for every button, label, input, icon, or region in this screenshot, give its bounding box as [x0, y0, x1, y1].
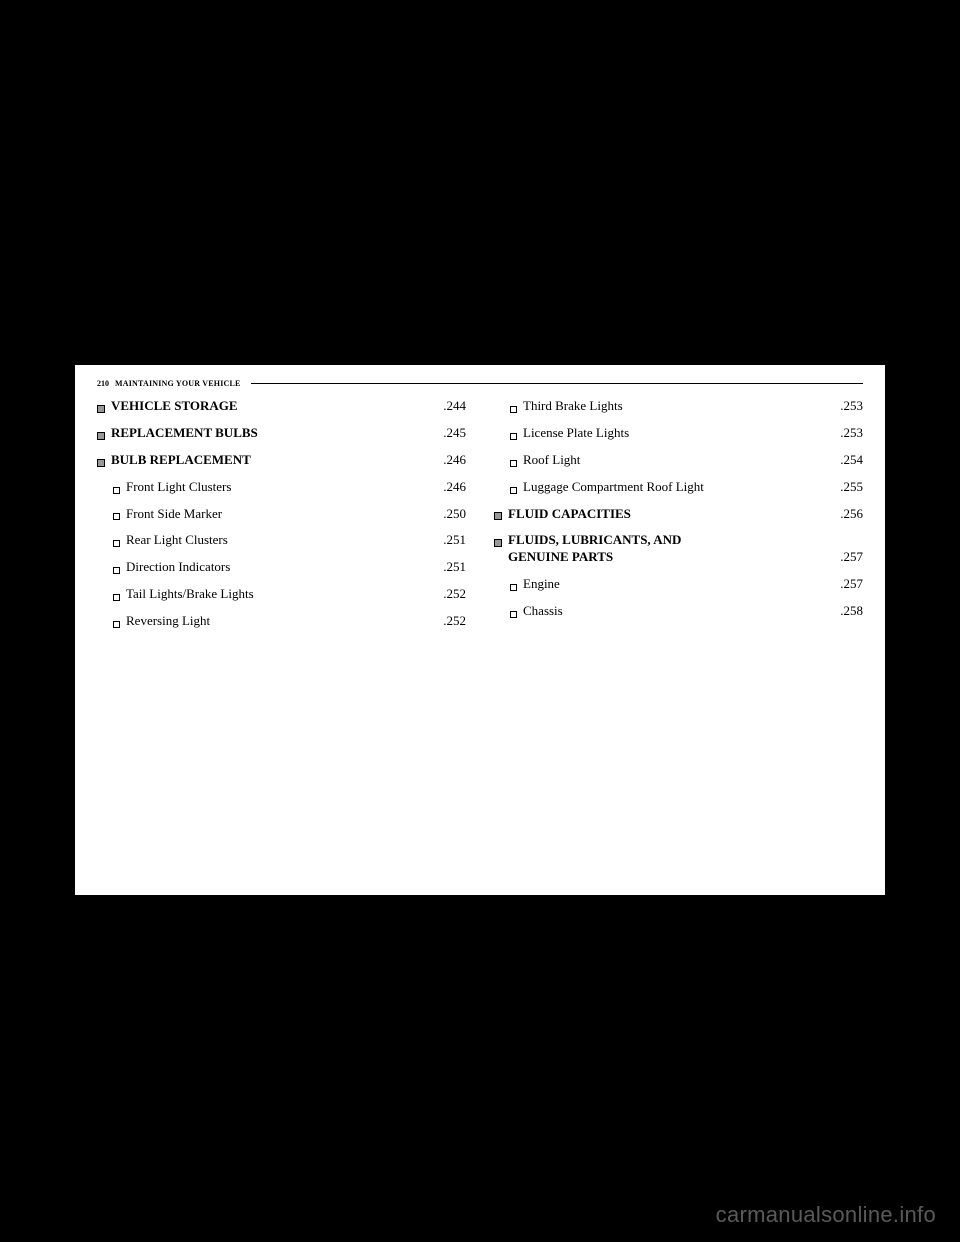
open-square-bullet-icon [510, 584, 517, 591]
toc-entry: Reversing Light .252 [97, 613, 466, 630]
toc-entry: Tail Lights/Brake Lights .252 [97, 586, 466, 603]
square-bullet-icon [97, 405, 105, 413]
toc-label: Tail Lights/Brake Lights [126, 586, 254, 603]
toc-label: Luggage Compartment Roof Light [523, 479, 704, 496]
toc-page: .258 [840, 603, 863, 620]
toc-label: Chassis [523, 603, 563, 620]
toc-label: Front Side Marker [126, 506, 222, 523]
toc-page: .251 [443, 532, 466, 549]
toc-label: FLUIDS, LUBRICANTS, AND [508, 532, 681, 549]
open-square-bullet-icon [113, 594, 120, 601]
toc-page: .253 [840, 425, 863, 442]
page-number: 210 [97, 379, 109, 388]
toc-right-column: Third Brake Lights.253License Plate Ligh… [494, 398, 863, 630]
toc-entry: Front Side Marker .250 [97, 506, 466, 523]
toc-label: Front Light Clusters [126, 479, 231, 496]
open-square-bullet-icon [113, 540, 120, 547]
toc-page: .254 [840, 452, 863, 469]
open-square-bullet-icon [510, 487, 517, 494]
open-square-bullet-icon [113, 621, 120, 628]
toc-page: .255 [840, 479, 863, 496]
toc-entry: Rear Light Clusters .251 [97, 532, 466, 549]
toc-page: .245 [443, 425, 466, 442]
toc-entry: Engine .257 [494, 576, 863, 593]
toc-label: VEHICLE STORAGE [111, 398, 238, 415]
manual-page: 210 MAINTAINING YOUR VEHICLE VEHICLE STO… [75, 365, 885, 895]
page-header: 210 MAINTAINING YOUR VEHICLE [97, 379, 863, 388]
open-square-bullet-icon [113, 567, 120, 574]
toc-page: .251 [443, 559, 466, 576]
toc-page: .244 [443, 398, 466, 415]
toc-page: .250 [443, 506, 466, 523]
section-title: MAINTAINING YOUR VEHICLE [115, 379, 241, 388]
toc-label: Engine [523, 576, 560, 593]
toc-page: .252 [443, 586, 466, 603]
open-square-bullet-icon [510, 406, 517, 413]
toc-label: Rear Light Clusters [126, 532, 228, 549]
square-bullet-icon [97, 432, 105, 440]
toc-entry: License Plate Lights .253 [494, 425, 863, 442]
toc-page: .246 [443, 452, 466, 469]
open-square-bullet-icon [510, 460, 517, 467]
toc-label: Reversing Light [126, 613, 210, 630]
toc-entry: VEHICLE STORAGE .244 [97, 398, 466, 415]
toc-label: REPLACEMENT BULBS [111, 425, 258, 442]
open-square-bullet-icon [113, 487, 120, 494]
toc-entry: Luggage Compartment Roof Light .255 [494, 479, 863, 496]
header-rule [251, 383, 863, 384]
toc-page: .257 [840, 549, 863, 566]
toc-entry: Direction Indicators .251 [97, 559, 466, 576]
toc-page: .257 [840, 576, 863, 593]
toc-label: GENUINE PARTS [508, 549, 613, 566]
toc-page: .256 [840, 506, 863, 523]
toc-page: .252 [443, 613, 466, 630]
square-bullet-icon [494, 539, 502, 547]
toc-entry: FLUID CAPACITIES .256 [494, 506, 863, 523]
toc-page: .246 [443, 479, 466, 496]
toc-label: Roof Light [523, 452, 580, 469]
toc-columns: VEHICLE STORAGE .244 REPLACEMENT BULBS .245… [97, 398, 863, 630]
square-bullet-icon [97, 459, 105, 467]
watermark: carmanualsonline.info [716, 1202, 936, 1228]
toc-entry: Chassis .258 [494, 603, 863, 620]
toc-entry: BULB REPLACEMENT .246 [97, 452, 466, 469]
toc-entry: Front Light Clusters .246 [97, 479, 466, 496]
toc-entry: FLUIDS, LUBRICANTS, ANDGENUINE PARTS .257 [494, 532, 863, 566]
toc-entry: Roof Light .254 [494, 452, 863, 469]
toc-page: .253 [840, 398, 863, 415]
toc-label: Direction Indicators [126, 559, 230, 576]
open-square-bullet-icon [510, 611, 517, 618]
toc-label: BULB REPLACEMENT [111, 452, 251, 469]
square-bullet-icon [494, 512, 502, 520]
toc-left-column: VEHICLE STORAGE .244 REPLACEMENT BULBS .245… [97, 398, 466, 630]
open-square-bullet-icon [510, 433, 517, 440]
toc-label: License Plate Lights [523, 425, 629, 442]
toc-entry: Third Brake Lights .253 [494, 398, 863, 415]
open-square-bullet-icon [113, 513, 120, 520]
toc-entry: REPLACEMENT BULBS .245 [97, 425, 466, 442]
toc-label: Third Brake Lights [523, 398, 623, 415]
toc-label: FLUID CAPACITIES [508, 506, 631, 523]
